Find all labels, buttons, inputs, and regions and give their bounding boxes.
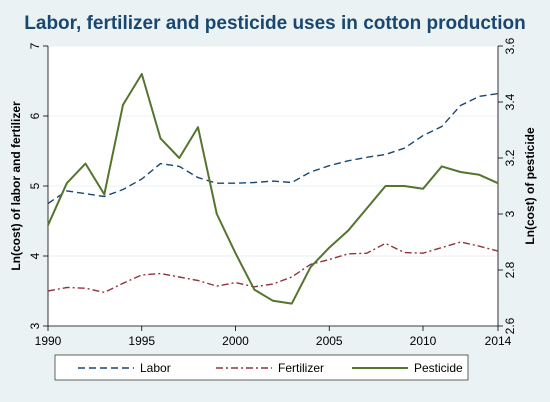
legend: Labor Fertilizer Pesticide (78, 361, 463, 375)
x-tick-label: 1995 (128, 334, 155, 348)
y-right-tick-label: 3.4 (503, 93, 517, 110)
legend-label-labor: Labor (140, 361, 171, 375)
y-left-tick-label: 4 (28, 252, 42, 259)
legend-label-fertilizer: Fertilizer (278, 361, 324, 375)
x-tick-label: 1990 (35, 334, 62, 348)
y-left-tick-label: 5 (28, 182, 42, 189)
y-right-tick-label: 2.8 (503, 261, 517, 278)
axes: 1990 1995 2000 2005 2010 2014 3 4 5 6 7 2.6 2.8 3 3.2 3… (28, 37, 517, 348)
series-line-pesticide (47, 73, 499, 305)
legend-label-pesticide: Pesticide (414, 361, 463, 375)
y-right-tick-label: 3.6 (503, 37, 517, 54)
chart-title: Labor, fertilizer and pesticide uses in … (24, 13, 525, 34)
y-left-tick-label: 3 (28, 322, 42, 329)
series-line-labor (47, 92, 499, 205)
y-axis-right-label: Ln(cost) of pesticide (523, 127, 537, 245)
series-lines (47, 73, 499, 305)
y-left-tick-label: 6 (28, 112, 42, 119)
series-line-fertilizer (47, 241, 499, 294)
y-right-tick-label: 3 (503, 210, 517, 217)
x-tick-label: 2000 (222, 334, 249, 348)
x-tick-label: 2005 (316, 334, 343, 348)
x-tick-label: 2010 (410, 334, 437, 348)
y-left-tick-label: 7 (28, 42, 42, 49)
y-right-tick-label: 2.6 (503, 317, 517, 334)
x-tick-label: 2014 (485, 334, 512, 348)
y-right-tick-label: 3.2 (503, 149, 517, 166)
y-axis-left-label: Ln(cost) of labor and fertilizer (9, 101, 23, 271)
